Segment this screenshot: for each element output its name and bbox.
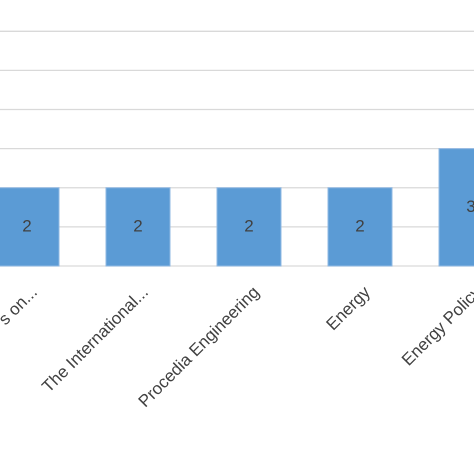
x-tick-label: Energy Policy [398, 282, 474, 369]
bar [327, 187, 393, 267]
x-tick-label: Energy [322, 282, 374, 334]
x-tick-label: Procedia Engineering [135, 283, 263, 411]
x-tick-label: The International... [38, 283, 152, 397]
bar [0, 187, 60, 267]
data-label: 2 [22, 216, 31, 235]
bar [438, 148, 474, 267]
data-label: 2 [355, 216, 364, 235]
data-label: 2 [133, 216, 142, 235]
bar [216, 187, 282, 267]
data-label: 2 [244, 216, 253, 235]
data-label: 3 [466, 197, 474, 216]
x-tick-label: s on... [0, 283, 41, 329]
bar [105, 187, 171, 267]
